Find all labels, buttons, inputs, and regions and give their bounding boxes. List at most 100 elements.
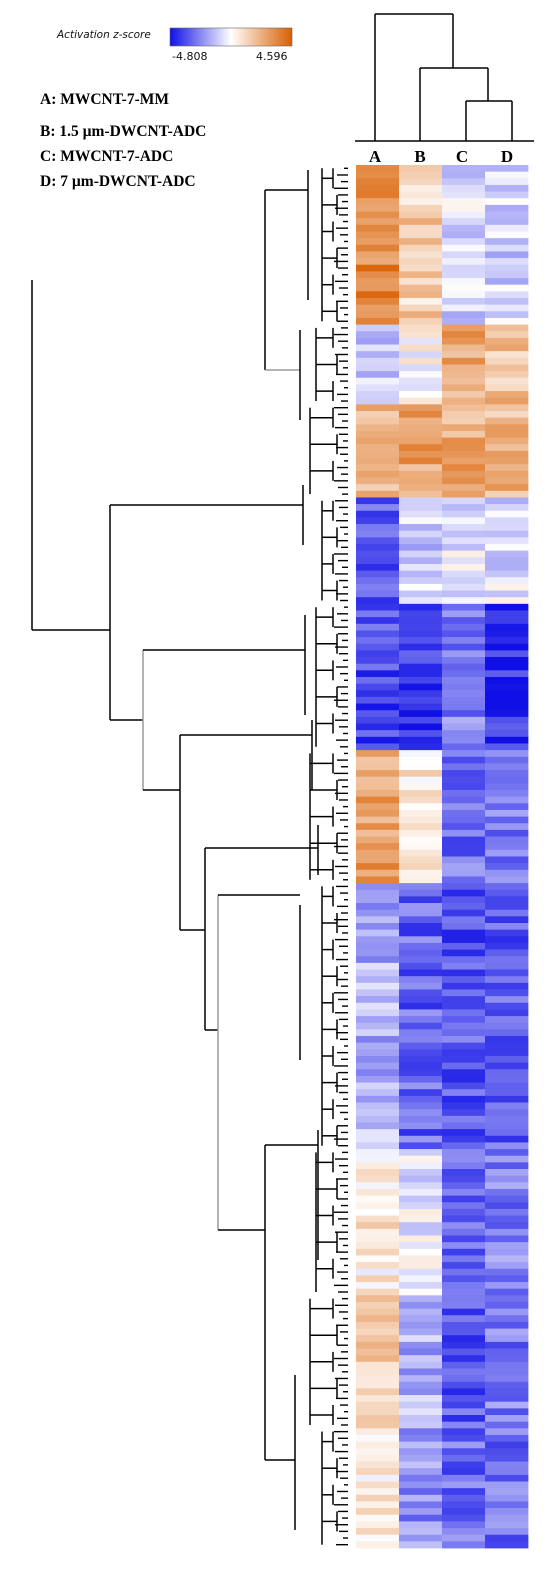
heatmap-cell-a: [356, 1069, 400, 1077]
heatmap-cell-c: [442, 497, 486, 505]
heatmap-cell-d: [485, 171, 529, 179]
heatmap-cell-b: [399, 411, 443, 419]
heatmap-cell-c: [442, 291, 486, 299]
heatmap-cell-c: [442, 1441, 486, 1449]
sample-key-a: A: MWCNT-7-MM: [40, 91, 169, 108]
heatmap-cell-a: [356, 696, 400, 704]
heatmap-cell-b: [399, 863, 443, 871]
heatmap-cell-d: [485, 1474, 529, 1482]
column-label-d: D: [501, 147, 513, 166]
heatmap-cell-c: [442, 883, 486, 891]
heatmap-cell-c: [442, 297, 486, 306]
heatmap-cell-d: [485, 1075, 529, 1083]
heatmap-cell-d: [485, 517, 529, 525]
heatmap-cell-c: [442, 1016, 486, 1024]
heatmap-cell-c: [442, 1288, 486, 1296]
heatmap-cell-b: [399, 510, 443, 518]
heatmap-cell-d: [485, 657, 529, 665]
heatmap-cell-c: [442, 916, 486, 924]
heatmap-cell-c: [442, 191, 486, 199]
heatmap-cell-b: [399, 856, 443, 864]
heatmap-cell-b: [399, 577, 443, 585]
heatmap-cell-c: [442, 1348, 486, 1356]
heatmap-cell-d: [485, 1415, 529, 1423]
heatmap-cell-c: [442, 1335, 486, 1343]
heatmap-cell-c: [442, 1421, 486, 1429]
heatmap-cell-b: [399, 982, 443, 990]
heatmap-cell-d: [485, 1009, 529, 1017]
heatmap-cell-d: [485, 843, 529, 851]
heatmap-cell-d: [485, 484, 529, 492]
heatmap-cell-c: [442, 1142, 486, 1150]
heatmap-cell-b: [399, 1434, 443, 1443]
heatmap-cell-b: [399, 1089, 443, 1097]
heatmap-cell-c: [442, 311, 486, 319]
heatmap-cell-a: [356, 956, 400, 964]
heatmap-cell-d: [485, 723, 529, 731]
heatmap-cell-b: [399, 1355, 443, 1363]
heatmap-cell-c: [442, 1162, 486, 1170]
heatmap-cell-d: [485, 1355, 529, 1363]
heatmap-cell-a: [356, 1248, 400, 1256]
heatmap-cell-a: [356, 1149, 400, 1157]
heatmap-cell-c: [442, 1036, 486, 1044]
heatmap-cell-c: [442, 969, 486, 977]
heatmap-cell-d: [485, 637, 529, 645]
heatmap-cell-a: [356, 477, 400, 485]
heatmap-cell-c: [442, 1149, 486, 1157]
heatmap-cell-a: [356, 1315, 400, 1323]
heatmap-cell-a: [356, 610, 400, 618]
heatmap-cell-b: [399, 1022, 443, 1030]
heatmap-cell-d: [485, 331, 529, 339]
heatmap-cell-c: [442, 896, 486, 904]
heatmap-cell-a: [356, 1441, 400, 1449]
heatmap-cell-d: [485, 1488, 529, 1496]
heatmap-cell-a: [356, 238, 400, 246]
heatmap-cell-b: [399, 557, 443, 565]
heatmap-cell-d: [485, 430, 529, 439]
heatmap-cell-c: [442, 1069, 486, 1077]
heatmap-cell-d: [485, 510, 529, 518]
heatmap-cell-a: [356, 876, 400, 884]
heatmap-cell-d: [485, 577, 529, 585]
heatmap-cell-b: [399, 1228, 443, 1236]
heatmap-cell-c: [442, 1109, 486, 1117]
heatmap-cell-d: [485, 537, 529, 545]
heatmap-cell-a: [356, 949, 400, 957]
heatmap-cell-d: [485, 450, 529, 458]
heatmap-cell-c: [442, 1029, 486, 1037]
heatmap-cell-a: [356, 1055, 400, 1064]
heatmap-cell-b: [399, 563, 443, 571]
heatmap-cell-b: [399, 1335, 443, 1343]
heatmap-cell-a: [356, 903, 400, 911]
heatmap-cell-d: [485, 224, 529, 232]
heatmap-cell-a: [356, 1175, 400, 1183]
heatmap-cell-a: [356, 1295, 400, 1303]
heatmap-cell-a: [356, 670, 400, 678]
heatmap-cell-b: [399, 1049, 443, 1057]
heatmap-cell-c: [442, 218, 486, 226]
heatmap-cell-a: [356, 783, 400, 791]
heatmap-cell-c: [442, 776, 486, 784]
heatmap-cell-c: [442, 676, 486, 685]
heatmap-cell-d: [485, 883, 529, 891]
heatmap-cell-a: [356, 537, 400, 545]
heatmap-cell-a: [356, 450, 400, 458]
heatmap-cell-a: [356, 497, 400, 505]
heatmap-cell-d: [485, 178, 529, 186]
heatmap-cell-c: [442, 816, 486, 824]
heatmap-cell-d: [485, 1448, 529, 1456]
heatmap-cell-d: [485, 1208, 529, 1216]
heatmap-cell-c: [442, 391, 486, 399]
heatmap-cell-d: [485, 437, 529, 445]
heatmap-cell-d: [485, 956, 529, 964]
heatmap-cell-d: [485, 710, 529, 718]
heatmap-cell-b: [399, 357, 443, 365]
heatmap-cell-a: [356, 962, 400, 970]
heatmap-cell-b: [399, 1162, 443, 1170]
heatmap-cell-d: [485, 949, 529, 957]
heatmap-cell-b: [399, 417, 443, 425]
heatmap-cell-b: [399, 1282, 443, 1290]
heatmap-cell-a: [356, 530, 400, 538]
heatmap-cell-d: [485, 244, 529, 252]
